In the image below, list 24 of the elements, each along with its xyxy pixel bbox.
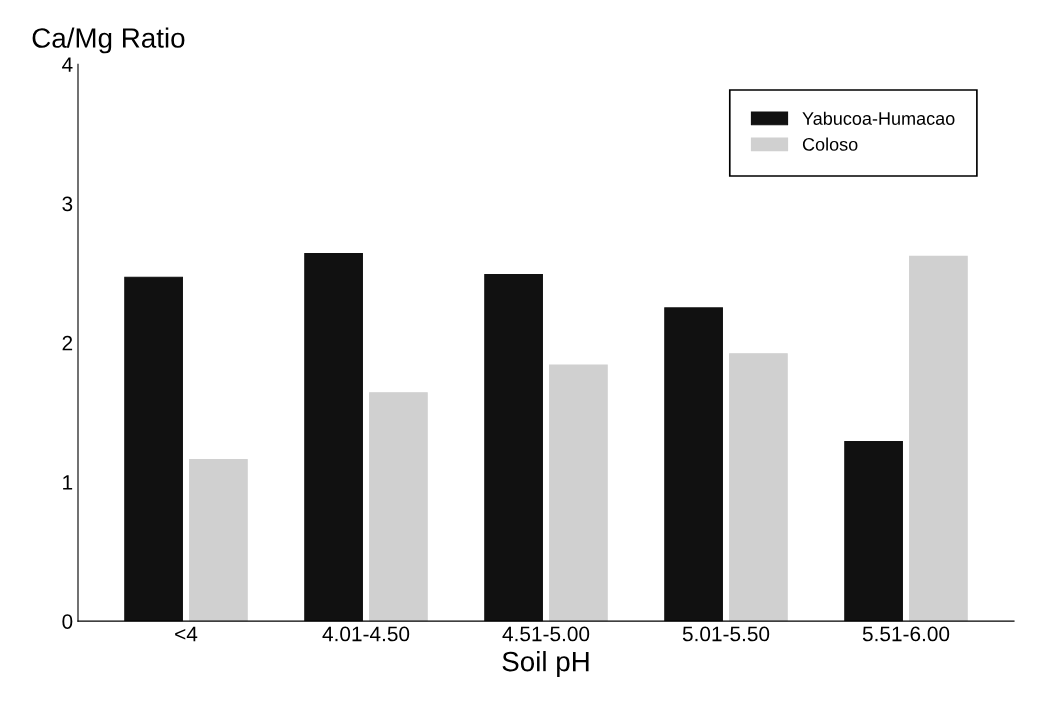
bar [909,255,968,622]
x-axis-title: Soil pH [502,651,589,677]
bar [549,364,608,622]
y-tick-label: 2 [62,335,73,351]
y-tick-label: 4 [62,57,73,72]
y-tick-label: 1 [63,475,73,490]
legend-label: Yabucoa-Humacao [802,111,955,125]
bar [124,276,183,622]
x-tick-label: 5.51-6.00 [862,626,950,642]
x-tick-label: 4.51-5.00 [502,626,590,642]
bar [304,253,363,622]
y-tick-label: 0 [62,614,73,629]
bar [729,353,788,622]
bar [484,273,543,622]
bar [369,392,428,622]
x-tick-label: <4 [175,626,198,642]
y-tick-label: 3 [62,196,73,212]
bar [664,307,723,622]
x-tick-label: 4.01-4.50 [322,626,410,642]
bar [189,459,248,622]
legend-label: Coloso [802,137,858,151]
bar [844,441,903,622]
x-tick-label: 5.01-5.50 [682,626,770,642]
chart-title: Ca/Mg Ratio [32,27,185,54]
